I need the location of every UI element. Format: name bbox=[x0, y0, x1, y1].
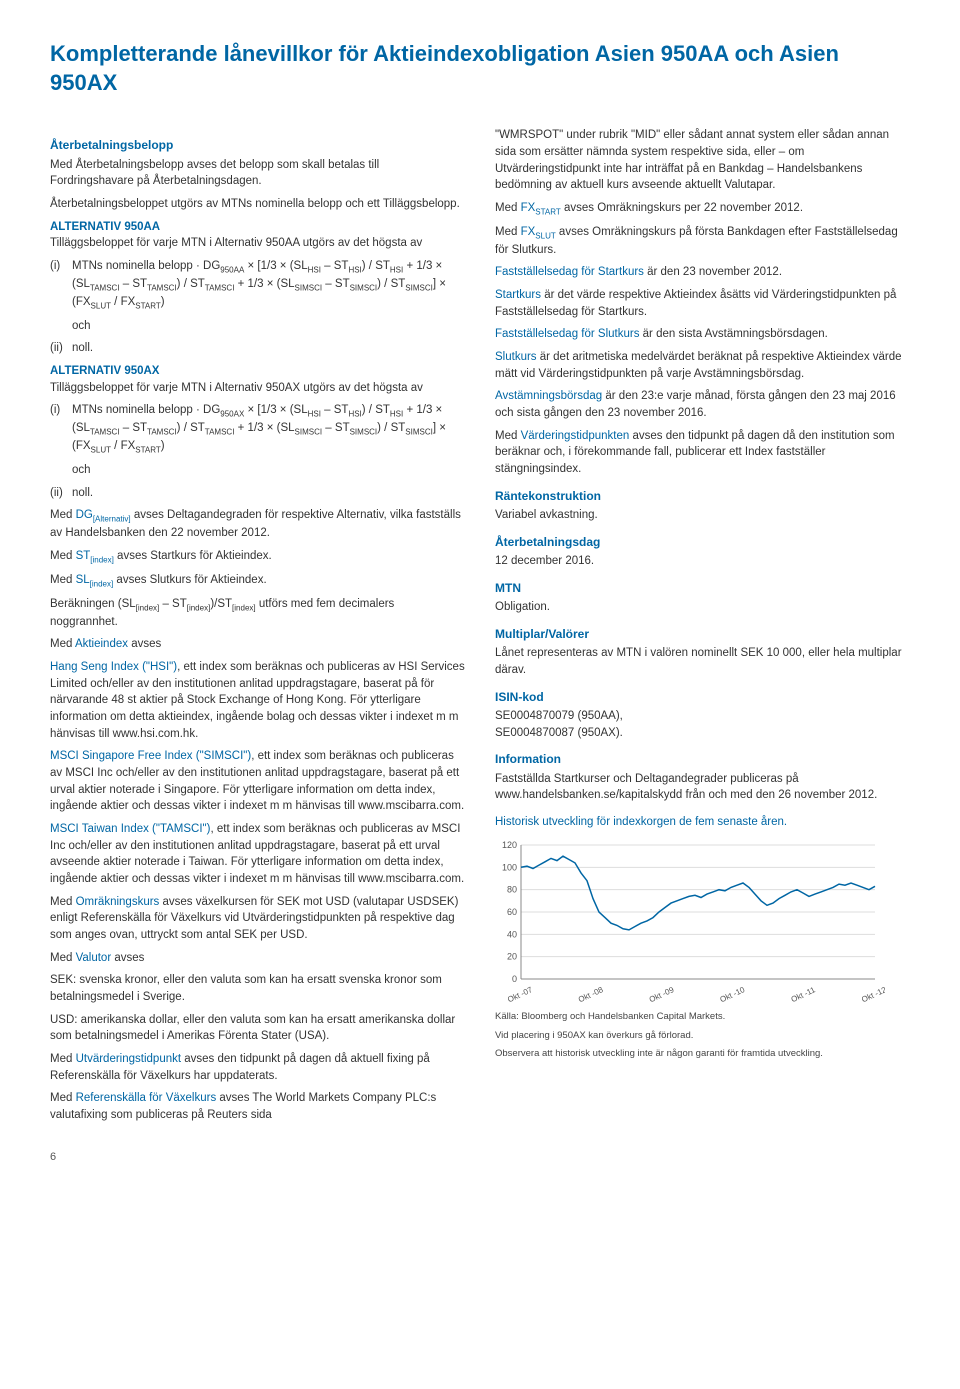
formula-item: (ii)noll. bbox=[50, 485, 465, 502]
heading-mtn: MTN bbox=[495, 580, 910, 597]
text: MSCI Taiwan Index ("TAMSCI"), ett index … bbox=[50, 821, 465, 888]
text: Återbetalningsbeloppet utgörs av MTNs no… bbox=[50, 196, 465, 213]
svg-text:80: 80 bbox=[507, 884, 517, 894]
formula-item: (i)MTNs nominella belopp · DG950AX × [1/… bbox=[50, 402, 465, 456]
text: Beräkningen (SL[index] – ST[index])/ST[i… bbox=[50, 596, 465, 631]
svg-text:120: 120 bbox=[502, 840, 517, 850]
svg-text:Okt -08: Okt -08 bbox=[577, 985, 605, 1004]
text: Hang Seng Index ("HSI"), ett index som b… bbox=[50, 659, 465, 742]
heading-info: Information bbox=[495, 751, 910, 768]
text: Med Valutor avses bbox=[50, 950, 465, 967]
heading-isin: ISIN-kod bbox=[495, 689, 910, 706]
heading-aterdag: Återbetalningsdag bbox=[495, 534, 910, 551]
columns: Återbetalningsbelopp Med Återbetalningsb… bbox=[50, 127, 910, 1130]
text: Startkurs är det värde respektive Aktiei… bbox=[495, 287, 910, 320]
right-column: "WMRSPOT" under rubrik "MID" eller sådan… bbox=[495, 127, 910, 1130]
svg-text:Okt -07: Okt -07 bbox=[506, 985, 534, 1004]
text: Med FXSTART avses Omräkningskurs per 22 … bbox=[495, 200, 910, 218]
left-column: Återbetalningsbelopp Med Återbetalningsb… bbox=[50, 127, 465, 1130]
text: 12 december 2016. bbox=[495, 553, 910, 570]
text: SEK: svenska kronor, eller den valuta so… bbox=[50, 972, 465, 1005]
heading-multi: Multiplar/Valörer bbox=[495, 626, 910, 643]
subheading-950aa: ALTERNATIV 950AA bbox=[50, 219, 465, 236]
text: Slutkurs är det aritmetiska medelvärdet … bbox=[495, 349, 910, 382]
text: Lånet representeras av MTN i valören nom… bbox=[495, 645, 910, 678]
line-chart: 0 20 40 60 80 100 120 Okt -07 Okt -08 Okt -09 Okt … bbox=[495, 837, 910, 1007]
text: SE0004870079 (950AA), bbox=[495, 708, 910, 725]
text: Tilläggsbeloppet för varje MTN i Alterna… bbox=[50, 235, 465, 252]
text: Med Aktieindex avses bbox=[50, 636, 465, 653]
svg-text:40: 40 bbox=[507, 929, 517, 939]
text: "WMRSPOT" under rubrik "MID" eller sådan… bbox=[495, 127, 910, 194]
text: Variabel avkastning. bbox=[495, 507, 910, 524]
text: USD: amerikanska dollar, eller den valut… bbox=[50, 1012, 465, 1045]
chart-caption: Observera att historisk utveckling inte … bbox=[495, 1048, 910, 1061]
svg-text:20: 20 bbox=[507, 951, 517, 961]
text: och bbox=[50, 462, 465, 479]
text: Med Referenskälla för Växelkurs avses Th… bbox=[50, 1090, 465, 1123]
text: Fastställelsedag för Slutkurs är den sis… bbox=[495, 326, 910, 343]
svg-text:Okt -10: Okt -10 bbox=[719, 985, 747, 1004]
formula-item: (ii)noll. bbox=[50, 340, 465, 357]
text: Med SL[index] avses Slutkurs för Aktiein… bbox=[50, 572, 465, 590]
svg-text:60: 60 bbox=[507, 907, 517, 917]
chart-caption: Vid placering i 950AX kan överkurs gå fö… bbox=[495, 1030, 910, 1043]
heading-rante: Räntekonstruktion bbox=[495, 488, 910, 505]
chart-caption: Källa: Bloomberg och Handelsbanken Capit… bbox=[495, 1011, 910, 1024]
text: och bbox=[50, 318, 465, 335]
text: Med FXSLUT avses Omräkningskurs på först… bbox=[495, 224, 910, 259]
text: Obligation. bbox=[495, 599, 910, 616]
text: Tilläggsbeloppet för varje MTN i Alterna… bbox=[50, 380, 465, 397]
text: Avstämningsbörsdag är den 23:e varje mån… bbox=[495, 388, 910, 421]
svg-text:100: 100 bbox=[502, 862, 517, 872]
chart-title: Historisk utveckling för indexkorgen de … bbox=[495, 814, 910, 831]
formula-item: (i)MTNs nominella belopp · DG950AA × [1/… bbox=[50, 258, 465, 312]
svg-text:0: 0 bbox=[512, 974, 517, 984]
text: Fastställda Startkurser och Deltagandegr… bbox=[495, 771, 910, 804]
heading-aterbetalning: Återbetalningsbelopp bbox=[50, 137, 465, 154]
subheading-950ax: ALTERNATIV 950AX bbox=[50, 363, 465, 380]
svg-text:Okt -12: Okt -12 bbox=[860, 985, 885, 1004]
text: MSCI Singapore Free Index ("SIMSCI"), et… bbox=[50, 748, 465, 815]
page-number: 6 bbox=[50, 1150, 910, 1166]
text: Med Återbetalningsbelopp avses det belop… bbox=[50, 157, 465, 190]
text: Fastställelsedag för Startkurs är den 23… bbox=[495, 264, 910, 281]
svg-text:Okt -09: Okt -09 bbox=[648, 985, 676, 1004]
svg-text:Okt -11: Okt -11 bbox=[790, 985, 818, 1004]
text: Med DG[Alternativ] avses Deltagandegrade… bbox=[50, 507, 465, 542]
text: Med Omräkningskurs avses växelkursen för… bbox=[50, 894, 465, 944]
text: Med Värderingstidpunkten avses den tidpu… bbox=[495, 428, 910, 478]
text: Med ST[index] avses Startkurs för Aktiei… bbox=[50, 548, 465, 566]
page-title: Kompletterande lånevillkor för Aktieinde… bbox=[50, 40, 910, 97]
text: Med Utvärderingstidpunkt avses den tidpu… bbox=[50, 1051, 465, 1084]
text: SE0004870087 (950AX). bbox=[495, 725, 910, 742]
